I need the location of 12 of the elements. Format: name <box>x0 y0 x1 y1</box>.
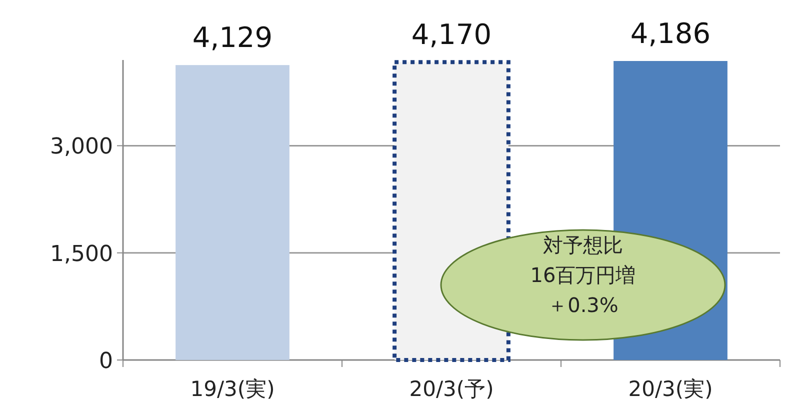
annotation: 対予想比 <box>543 233 623 257</box>
y-tick-label: 1,500 <box>50 242 113 267</box>
annotation: ＋0.3% <box>548 293 618 317</box>
data-label: 4,186 <box>630 17 711 50</box>
y-tick-label: 3,000 <box>50 134 113 160</box>
y-tick-label: 0 <box>99 349 113 374</box>
annotation: 16百万円増 <box>530 263 636 287</box>
data-label: 4,129 <box>192 21 273 54</box>
x-tick-label: 20/3(予) <box>409 377 494 401</box>
data-label: 4,170 <box>411 18 492 52</box>
x-tick-label: 19/3(実) <box>190 377 275 401</box>
x-tick-label: 20/3(実) <box>628 377 713 401</box>
